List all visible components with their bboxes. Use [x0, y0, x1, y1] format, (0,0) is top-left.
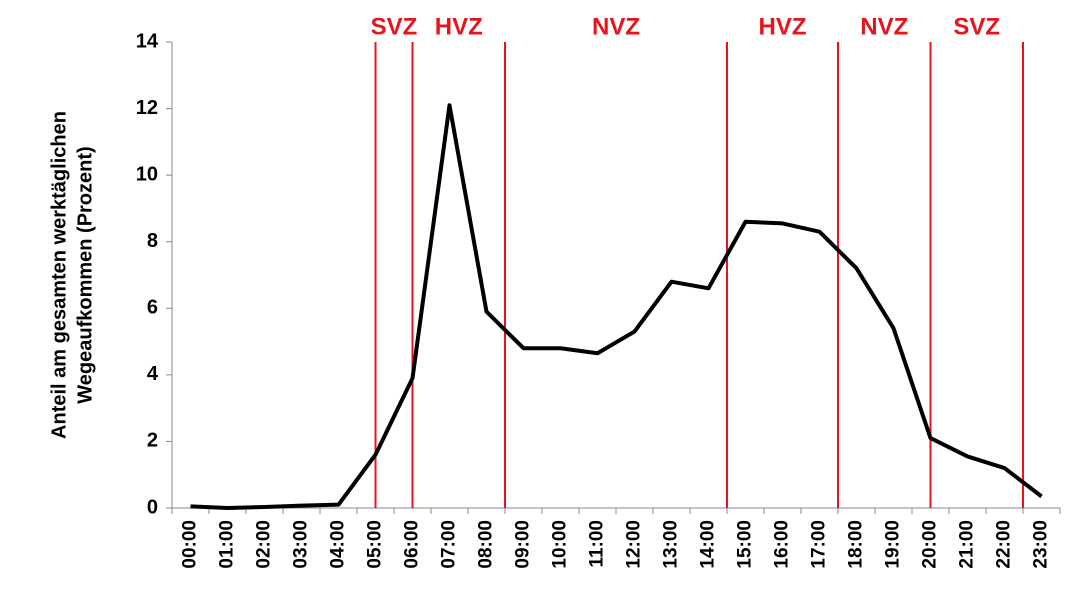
y-tick-label: 4	[147, 363, 159, 385]
x-tick-label: 13:00	[661, 520, 682, 569]
period-label: HVZ	[435, 13, 483, 40]
x-tick-label: 20:00	[920, 520, 941, 569]
y-tick-label: 8	[147, 230, 158, 252]
x-tick-label: 18:00	[846, 520, 867, 569]
x-tick-label: 08:00	[476, 520, 497, 569]
x-tick-label: 14:00	[698, 520, 719, 569]
y-tick-label: 10	[136, 163, 158, 185]
x-tick-label: 02:00	[254, 520, 275, 569]
period-label: SVZ	[953, 13, 1000, 40]
data-line	[190, 103, 1043, 510]
y-axis-label: Wegeaufkommen (Prozent)	[74, 146, 96, 403]
x-tick-label: 09:00	[513, 520, 534, 569]
x-tick-label: 21:00	[957, 520, 978, 569]
y-tick-label: 12	[136, 97, 158, 119]
x-tick-label: 00:00	[180, 520, 201, 569]
x-tick-label: 16:00	[772, 520, 793, 569]
x-tick-label: 10:00	[550, 520, 571, 569]
x-tick-label: 04:00	[328, 520, 349, 569]
x-tick-label: 01:00	[217, 520, 238, 569]
y-tick-label: 2	[147, 430, 158, 452]
x-tick-label: 07:00	[439, 520, 460, 569]
x-tick-label: 19:00	[883, 520, 904, 569]
y-tick-label: 14	[136, 30, 159, 52]
x-tick-label: 11:00	[587, 520, 608, 568]
y-tick-label: 0	[147, 496, 158, 518]
y-axis-label: Anteil am gesamten werktäglichen	[48, 111, 70, 439]
x-tick-label: 05:00	[365, 520, 386, 569]
period-label: SVZ	[371, 13, 418, 40]
x-tick-label: 23:00	[1031, 520, 1052, 569]
period-label: HVZ	[759, 13, 807, 40]
x-tick-label: 12:00	[624, 520, 645, 569]
x-tick-label: 06:00	[402, 520, 423, 569]
x-tick-label: 22:00	[994, 520, 1015, 569]
period-label: NVZ	[860, 13, 908, 40]
x-tick-label: 17:00	[809, 520, 830, 569]
y-tick-label: 6	[147, 297, 158, 319]
x-tick-label: 03:00	[291, 520, 312, 569]
period-label: NVZ	[592, 13, 640, 40]
x-tick-label: 15:00	[735, 520, 756, 569]
